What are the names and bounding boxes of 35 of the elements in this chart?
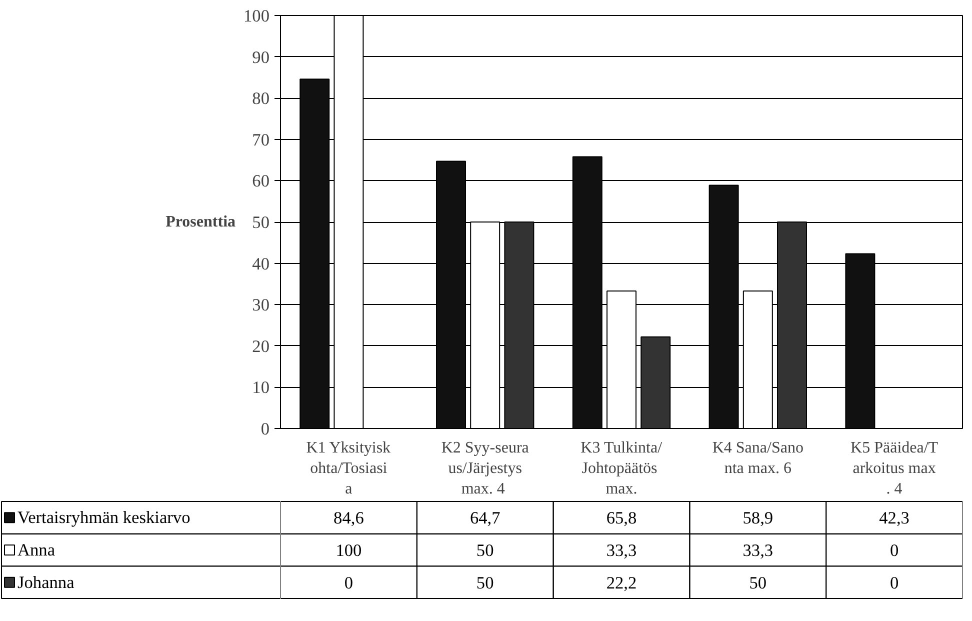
legend-label: Anna: [18, 540, 56, 560]
y-tick-label: 100: [244, 6, 270, 26]
y-tick-label: 60: [252, 172, 270, 191]
data-label: 50: [749, 573, 767, 592]
y-tick-label: 0: [260, 420, 270, 438]
legend-label: Johanna: [18, 572, 75, 592]
y-tick-label: 70: [252, 130, 270, 150]
y-axis-title: Prosenttia: [166, 214, 236, 230]
x-tick-label: K5 Pääidea/Tarkoitus max. 4: [850, 440, 938, 498]
data-label: 33,3: [742, 541, 774, 560]
y-tick-label: 50: [252, 213, 270, 232]
y-tick-label: 80: [252, 89, 270, 108]
data-label: 65,8: [606, 508, 637, 528]
y-tick-label: 20: [252, 336, 270, 356]
data-label: 100: [336, 541, 362, 560]
data-label: 84,6: [334, 508, 364, 528]
data-label: 0: [344, 573, 354, 592]
data-label: 64,7: [470, 508, 501, 528]
x-tick-label: K2 Syy-seuraus/Järjestys max. 4: [441, 440, 529, 498]
data-label: 42,3: [879, 508, 910, 528]
y-tick-label: 30: [252, 296, 270, 315]
y-tick-label: 90: [252, 48, 270, 67]
legend-label: Vertaisryhmän keskiarvo: [18, 508, 190, 528]
x-tick-label: K3 Tulkinta/Johtopäätös max.: [580, 440, 663, 498]
data-label: 50: [476, 541, 494, 560]
data-label: 0: [890, 541, 899, 560]
data-label: 58,9: [742, 508, 774, 528]
data-label: 0: [890, 573, 899, 592]
y-tick-label: 40: [252, 254, 270, 274]
data-label: 22,2: [606, 573, 637, 592]
x-tick-label: K1 Yksityiskohta/Tosiasia: [306, 440, 391, 498]
y-tick-label: 10: [252, 378, 270, 398]
data-label: 50: [476, 573, 494, 592]
x-tick-label: K4 Sana/Sanonta max. 6: [712, 440, 804, 477]
data-label: 33,3: [606, 541, 637, 560]
